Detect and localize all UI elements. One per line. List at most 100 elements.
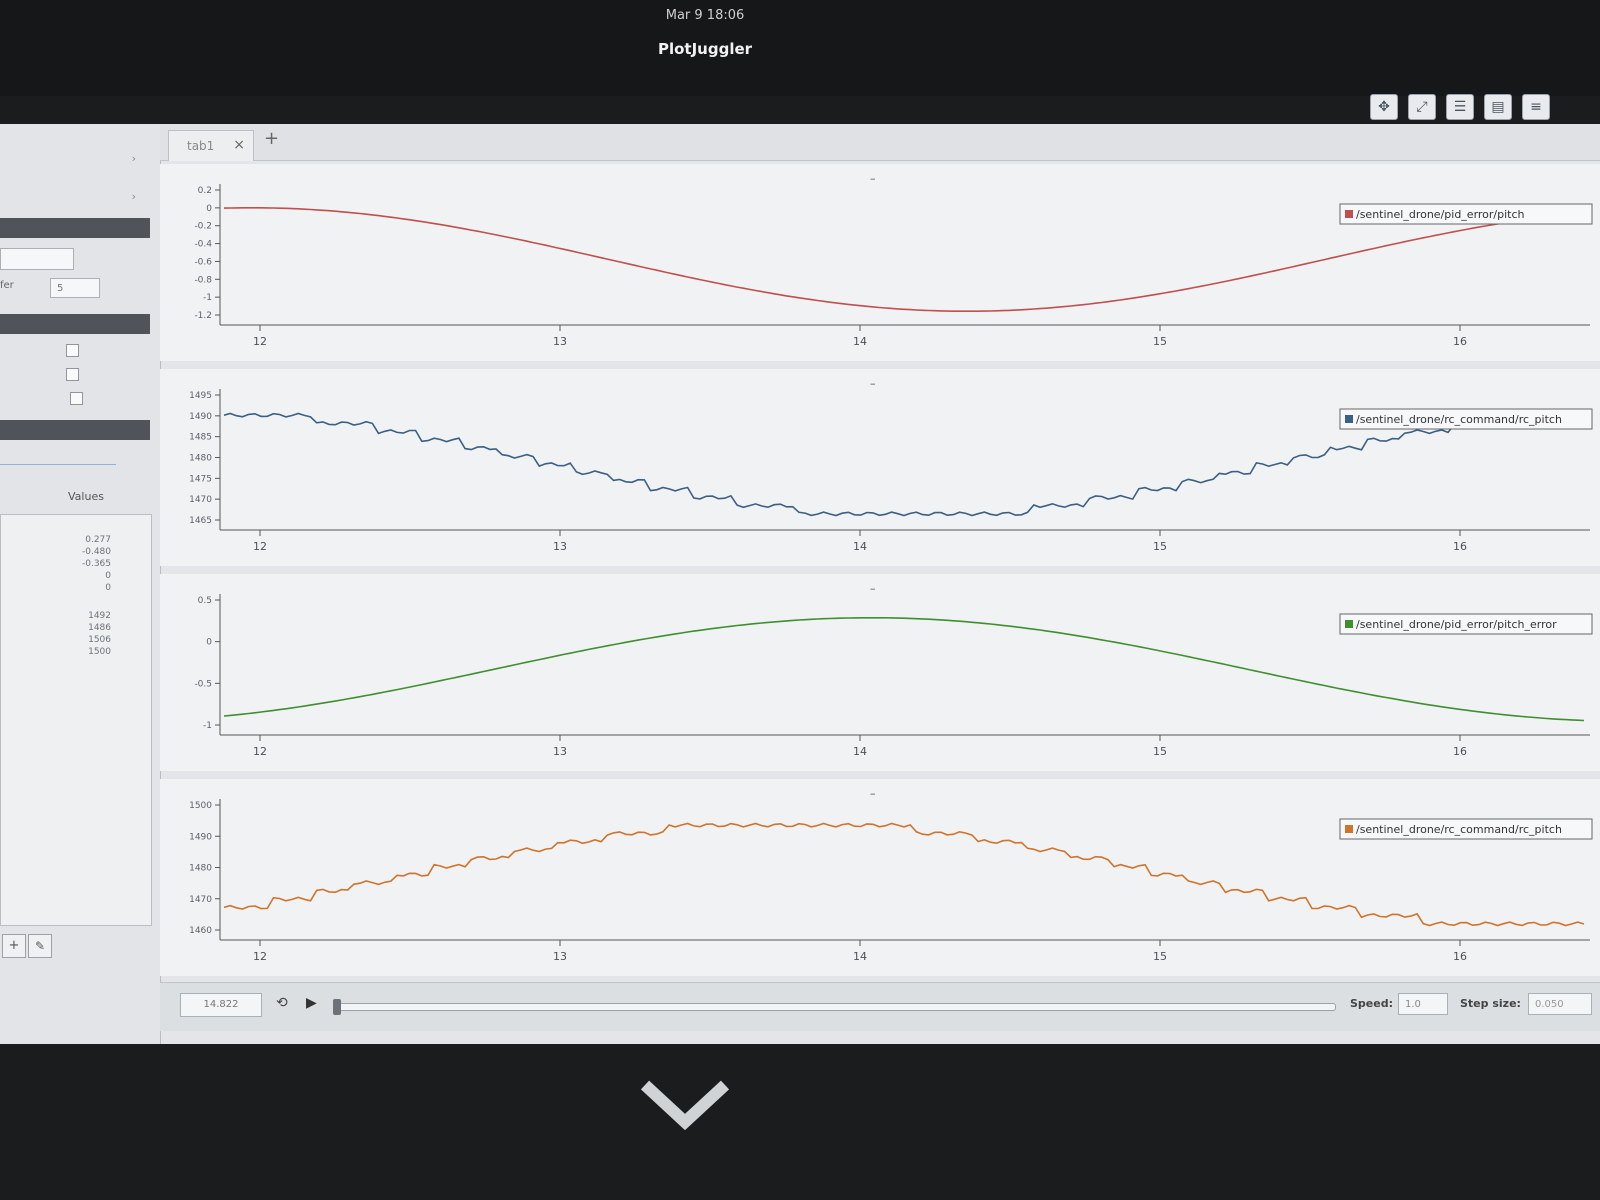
tab-label: tab1	[187, 139, 215, 153]
legend-swatch	[1345, 620, 1353, 628]
plot-background	[160, 574, 1600, 771]
collapse-button[interactable]: –	[870, 377, 876, 390]
system-top-bar: Mar 9 18:06 PlotJuggler	[0, 0, 1600, 96]
speed-spinner[interactable]: 1.0	[1398, 993, 1448, 1015]
collapse-button[interactable]: –	[870, 787, 876, 800]
add-tab-button[interactable]: +	[264, 128, 280, 149]
option-checkbox[interactable]	[66, 344, 79, 357]
edit-button[interactable]: ✎	[28, 934, 52, 958]
chevron-right-icon: ›	[131, 190, 136, 203]
y-tick-label: 1470	[189, 495, 212, 505]
y-tick-label: 1470	[189, 895, 212, 905]
y-tick-label: 1485	[189, 433, 212, 443]
y-tick-label: 1465	[189, 516, 212, 526]
series-line	[223, 207, 1585, 312]
sidebar-header	[0, 420, 150, 440]
sidebar-row[interactable]: ›	[0, 190, 150, 210]
time-slider[interactable]	[333, 999, 1336, 1015]
play-icon[interactable]: ▶	[306, 995, 317, 1011]
plot-background	[160, 164, 1600, 361]
y-tick-label: 0	[206, 638, 212, 648]
legend-swatch	[1345, 825, 1353, 833]
x-tick-label: 16	[1453, 745, 1467, 758]
value-text: 1492	[88, 611, 111, 621]
x-tick-label: 12	[253, 335, 267, 348]
x-tick-label: 15	[1153, 950, 1167, 963]
y-tick-label: 0.5	[198, 596, 212, 606]
chevron-down-icon	[640, 1080, 730, 1130]
window-title: PlotJuggler	[657, 40, 753, 58]
system-clock: Mar 9 18:06	[665, 8, 745, 23]
x-tick-label: 16	[1453, 540, 1467, 553]
list-icon[interactable]: ☰	[1446, 94, 1474, 120]
loop-icon[interactable]: ⟲	[276, 995, 288, 1011]
time-field[interactable]: 14.822	[180, 993, 262, 1017]
option-checkbox[interactable]	[70, 392, 83, 405]
plot-rc-pitch[interactable]: 1500 1490 1480 1470 1460 12 13 14 15 16 – /sentinel…	[160, 779, 1600, 976]
y-tick-label: 1480	[189, 864, 212, 874]
playback-bar: 14.822 ⟲ ▶ Speed: 1.0 Step size: 0.050	[160, 982, 1600, 1031]
y-tick-label: 1480	[189, 454, 212, 464]
step-size-label: Step size:	[1460, 997, 1521, 1010]
app-window: › › fer 5 Values 0.277 -0.480 -0.365 0 0…	[0, 124, 1600, 1044]
tab-tab1[interactable]: tab1 ×	[168, 130, 254, 161]
value-text: 1486	[88, 623, 111, 633]
legend-box[interactable]	[1339, 613, 1593, 635]
slider-handle[interactable]	[333, 999, 341, 1015]
step-size-spinner[interactable]: 0.050	[1528, 993, 1592, 1015]
y-tick-label: 1475	[189, 474, 212, 484]
plot-pitch-error[interactable]: 0.5 0 -0.5 -1 12 13 14 15 16 – /sentinel_drone/pid…	[160, 574, 1600, 771]
y-tick-label: -1	[203, 721, 212, 731]
y-tick-label: 1490	[189, 412, 212, 422]
add-button[interactable]: +	[2, 934, 26, 958]
legend-box[interactable]	[1339, 818, 1593, 840]
sidebar-header	[0, 218, 150, 238]
y-tick-label: -0.6	[194, 257, 212, 267]
legend-swatch	[1345, 415, 1353, 423]
chevron-right-icon: ›	[131, 152, 136, 165]
y-tick-label: -1	[203, 293, 212, 303]
legend-label: /sentinel_drone/rc_command/rc_pitch	[1356, 823, 1562, 836]
speed-label: Speed:	[1350, 997, 1393, 1010]
x-tick-label: 12	[253, 540, 267, 553]
tab-bar: tab1 × +	[160, 124, 1600, 161]
divider	[0, 464, 116, 465]
menu-icon[interactable]: ≡	[1522, 94, 1550, 120]
collapse-button[interactable]: –	[870, 172, 876, 185]
x-tick-label: 14	[853, 540, 867, 553]
x-tick-label: 12	[253, 745, 267, 758]
chart-zoom-icon[interactable]: ⤢	[1408, 94, 1436, 120]
y-tick-label: 0.2	[198, 186, 212, 196]
plot-toolbar: ✥ ⤢ ☰ ▤ ≡	[1370, 90, 1600, 124]
filter-combo[interactable]	[0, 248, 74, 270]
plot-background	[160, 369, 1600, 566]
move-arrows-icon[interactable]: ✥	[1370, 94, 1398, 120]
legend-box[interactable]	[1339, 203, 1593, 225]
sidebar-row[interactable]: ›	[0, 152, 150, 172]
spinner-label: fer	[0, 280, 14, 291]
collapse-button[interactable]: –	[870, 582, 876, 595]
values-checkbox-label[interactable]: Values	[68, 490, 104, 503]
legend-box[interactable]	[1339, 408, 1593, 430]
y-tick-label: 1490	[189, 832, 212, 842]
option-checkbox[interactable]	[66, 368, 79, 381]
plot-area: 0.2 0 -0.2 -0.4 -0.6 -0.8 -1 -1.2 12 13 14 15 16 – /se…	[160, 164, 1600, 976]
series-line	[223, 617, 1585, 722]
x-tick-label: 12	[253, 950, 267, 963]
x-tick-label: 16	[1453, 950, 1467, 963]
plot-rc-1[interactable]: 1495 1490 1485 1480 1475 1470 1465 12 13 14 15 16 – /…	[160, 369, 1600, 566]
plot-pitch-1[interactable]: 0.2 0 -0.2 -0.4 -0.6 -0.8 -1 -1.2 12 13 14 15 16 – /se…	[160, 164, 1600, 361]
series-line	[223, 412, 1585, 517]
sidebar: › › fer 5 Values 0.277 -0.480 -0.365 0 0…	[0, 124, 161, 1044]
value-text: 1506	[88, 635, 111, 645]
x-tick-label: 13	[553, 540, 567, 553]
close-icon[interactable]: ×	[233, 137, 245, 153]
x-tick-label: 15	[1153, 335, 1167, 348]
series-line	[223, 822, 1585, 927]
value-text: -0.365	[81, 559, 111, 569]
buffer-spinner[interactable]: 5	[50, 278, 100, 298]
value-text: 0.277	[85, 535, 111, 545]
layout-icon[interactable]: ▤	[1484, 94, 1512, 120]
x-tick-label: 13	[553, 335, 567, 348]
legend-label: /sentinel_drone/pid_error/pitch	[1356, 208, 1525, 221]
